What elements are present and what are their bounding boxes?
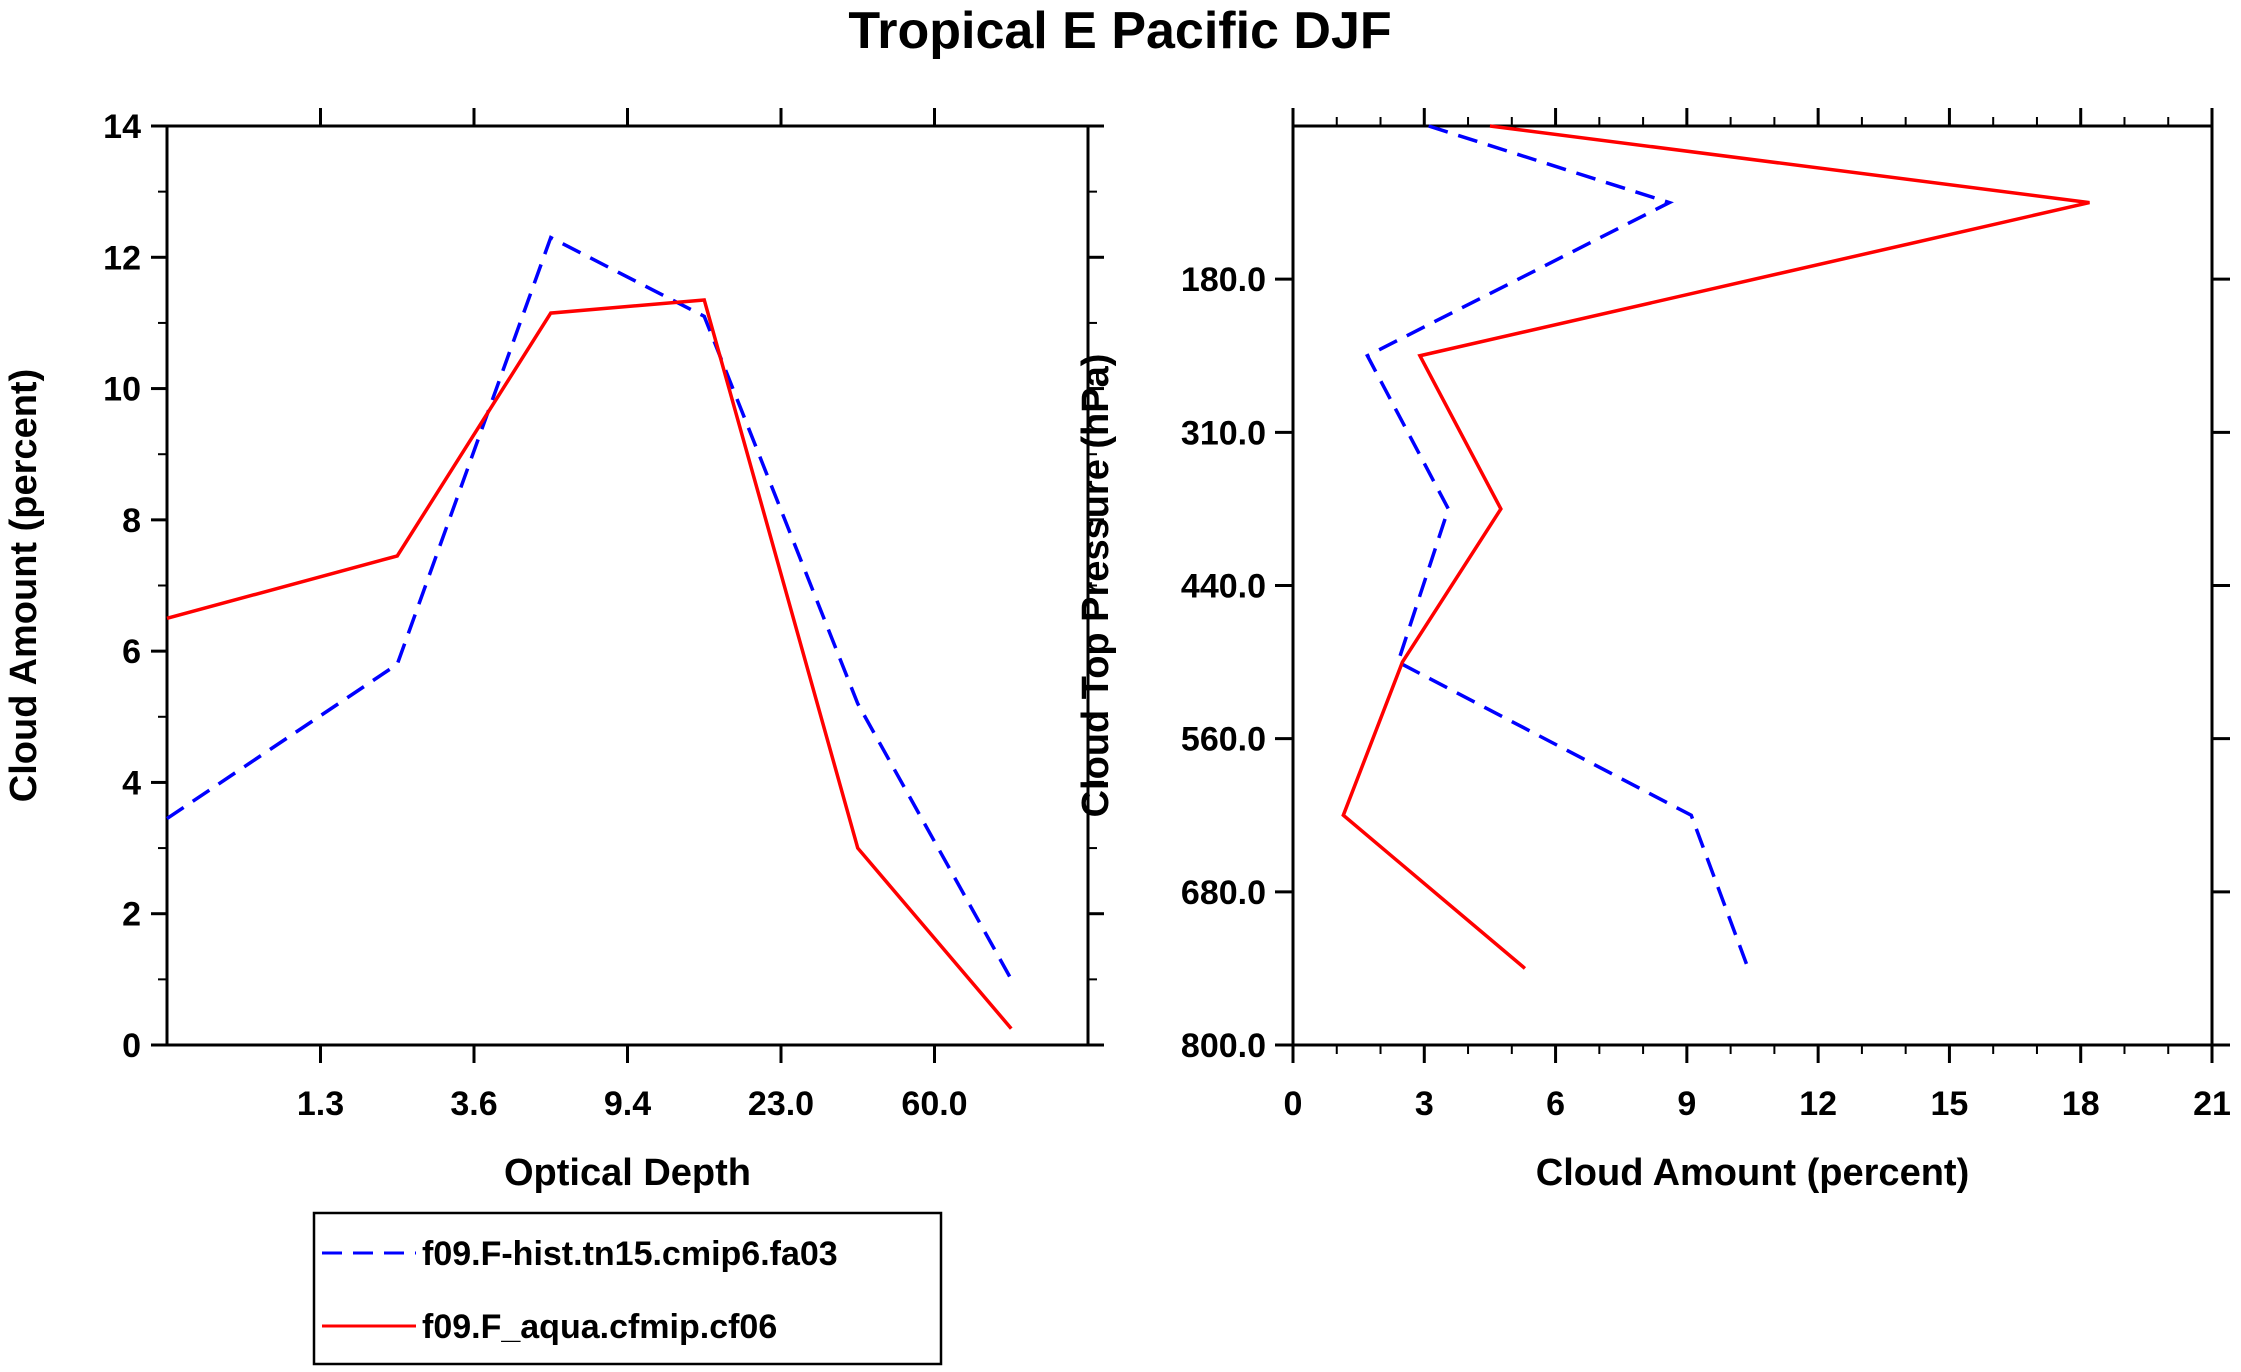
left-y-axis-label: Cloud Amount (percent) [3,369,45,802]
optical-depth-panel: 0 2 4 6 8 10 12 14 1.3 3.6 9.4 23.0 60.0 Optical Dept… [3,108,1104,1194]
left-x-axis-label: Optical Depth [504,1152,751,1194]
right-x-tick-label: 6 [1546,1085,1565,1123]
right-series-line-blue [1365,124,1750,970]
left-x-tick-label: 1.3 [297,1085,344,1123]
left-y-tick-label: 6 [122,633,141,671]
left-y-tick-label: 2 [122,896,141,934]
left-y-tick-label: 10 [103,371,141,409]
legend-label-red: f09.F_aqua.cfmip.cf06 [422,1308,777,1346]
left-plot-frame [165,124,1090,1047]
left-x-tick-label: 60.0 [901,1085,967,1123]
cloud-top-pressure-panel: 0 3 6 9 12 15 18 21 180.0 310.0 440.0 560.0 680.0 800… [1075,108,2231,1194]
left-y-tick-label: 4 [122,764,141,802]
left-series-line-red [166,298,1013,1030]
left-series-line-blue [166,235,1013,981]
legend: f09.F-hist.tn15.cmip6.fa03 f09.F_aqua.cf… [312,1211,943,1366]
right-plot-frame [1291,124,2214,1047]
right-x-tick-label: 0 [1284,1085,1303,1123]
right-x-tick-label: 18 [2062,1085,2100,1123]
right-x-tick-label: 12 [1799,1085,1837,1123]
left-y-tick-label: 8 [122,502,141,540]
right-y-tick-label: 440.0 [1181,568,1266,606]
right-y-tick-label: 680.0 [1181,874,1266,912]
figure-title: Tropical E Pacific DJF [848,2,1391,60]
left-x-tick-label: 9.4 [604,1085,651,1123]
right-x-tick-label: 21 [2193,1085,2231,1123]
left-x-tick-label: 23.0 [748,1085,814,1123]
right-y-tick-label: 560.0 [1181,721,1266,759]
right-x-tick-label: 15 [1931,1085,1969,1123]
left-y-tick-label: 12 [103,239,141,277]
right-x-axis-label: Cloud Amount (percent) [1536,1152,1969,1194]
right-y-tick-label: 800.0 [1181,1027,1266,1065]
right-y-tick-label: 180.0 [1181,261,1266,299]
legend-frame [312,1211,943,1366]
left-x-tick-label: 3.6 [450,1085,497,1123]
right-series-line-red [1341,124,2090,970]
left-y-tick-label: 14 [103,108,141,146]
right-y-axis-label: Cloud Top Pressure (hPa) [1075,354,1117,818]
left-y-tick-label: 0 [122,1027,141,1065]
legend-label-blue: f09.F-hist.tn15.cmip6.fa03 [422,1235,838,1273]
right-x-tick-label: 3 [1415,1085,1434,1123]
right-y-tick-label: 310.0 [1181,414,1266,452]
right-x-tick-label: 9 [1677,1085,1696,1123]
